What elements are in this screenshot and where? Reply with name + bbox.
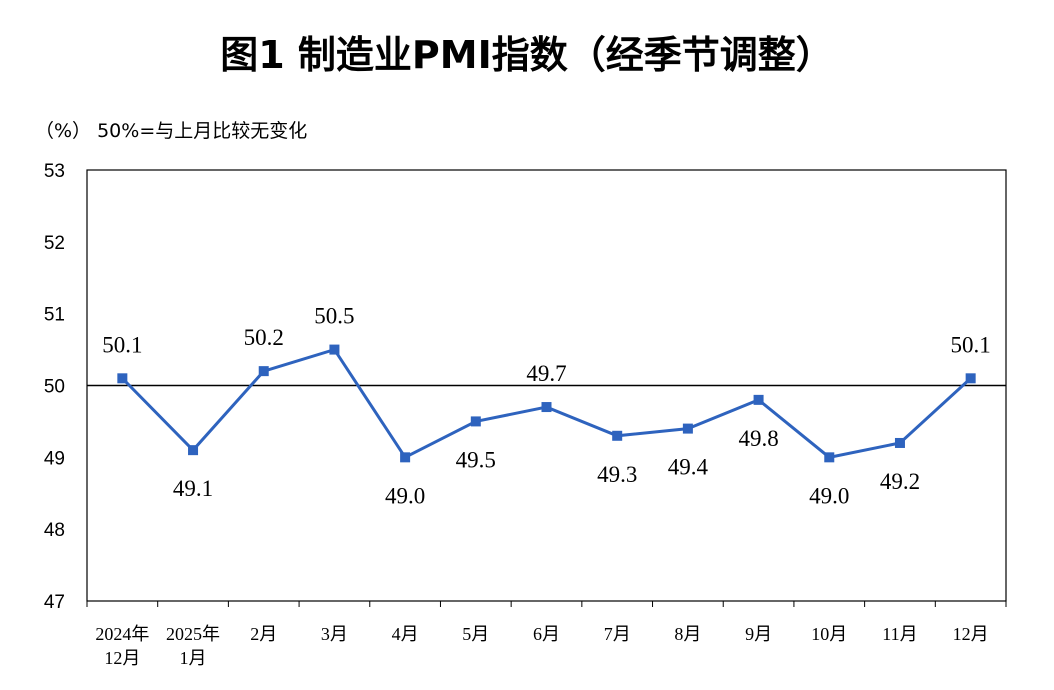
y-tick-label: 48 <box>44 520 65 541</box>
chart-title: 图1 制造业PMI指数（经季节调整） <box>220 33 833 77</box>
data-label: 49.2 <box>880 469 920 494</box>
data-point <box>470 416 481 427</box>
data-label: 49.4 <box>668 455 709 480</box>
y-tick-label: 52 <box>44 233 65 254</box>
data-point <box>400 452 411 463</box>
data-point <box>188 445 199 456</box>
x-tick-label: 5月 <box>462 624 489 644</box>
x-tick-label: 12月 <box>953 624 989 644</box>
data-point <box>753 394 764 405</box>
y-tick-label: 50 <box>44 377 65 398</box>
data-point <box>541 402 552 413</box>
data-point <box>612 430 623 441</box>
x-tick-label: 2024年 12月 <box>95 624 149 668</box>
y-tick-label: 47 <box>44 592 65 613</box>
x-tick-label: 6月 <box>533 624 560 644</box>
x-tick-label: 8月 <box>674 624 701 644</box>
data-label: 49.3 <box>597 462 637 487</box>
data-point <box>824 452 835 463</box>
data-point <box>682 423 693 434</box>
y-tick-label: 53 <box>44 161 65 182</box>
y-tick-label: 49 <box>44 448 65 469</box>
x-tick-label: 7月 <box>604 624 631 644</box>
data-points <box>117 344 976 463</box>
data-label: 50.5 <box>314 304 354 329</box>
y-axis: 47 48 49 50 51 52 53 <box>44 161 65 613</box>
data-label: 49.5 <box>456 447 496 472</box>
x-tick-label: 4月 <box>392 624 419 644</box>
y-tick-label: 51 <box>44 305 65 326</box>
data-label: 49.0 <box>385 483 425 508</box>
unit-note: （%） 50%=与上月比较无变化 <box>35 120 307 142</box>
data-label: 49.7 <box>526 361 566 386</box>
data-labels: 50.1 49.1 50.2 50.5 49.0 49.5 49.7 49.3 49.4 49.8… <box>102 304 991 509</box>
data-label: 50.2 <box>244 325 284 350</box>
data-label: 50.1 <box>951 332 991 357</box>
data-point <box>258 366 269 377</box>
data-point <box>117 373 128 384</box>
x-tick-label: 3月 <box>321 624 348 644</box>
x-tick-label: 10月 <box>811 624 847 644</box>
data-point <box>329 344 340 355</box>
x-tick-label: 9月 <box>745 624 772 644</box>
x-tick-label: 2月 <box>250 624 277 644</box>
data-point <box>965 373 976 384</box>
x-tick-label: 2025年 1月 <box>166 624 220 668</box>
data-label: 49.1 <box>173 476 213 501</box>
data-label: 49.8 <box>738 426 778 451</box>
x-tick-label: 11月 <box>882 624 917 644</box>
x-axis: 2024年 12月 2025年 1月 2月 3月 4月 5月 6月 7月 8月 9月 10月 11月 12月 <box>86 601 1007 668</box>
data-label: 49.0 <box>809 483 849 508</box>
data-label: 50.1 <box>102 332 142 357</box>
data-point <box>894 437 905 448</box>
